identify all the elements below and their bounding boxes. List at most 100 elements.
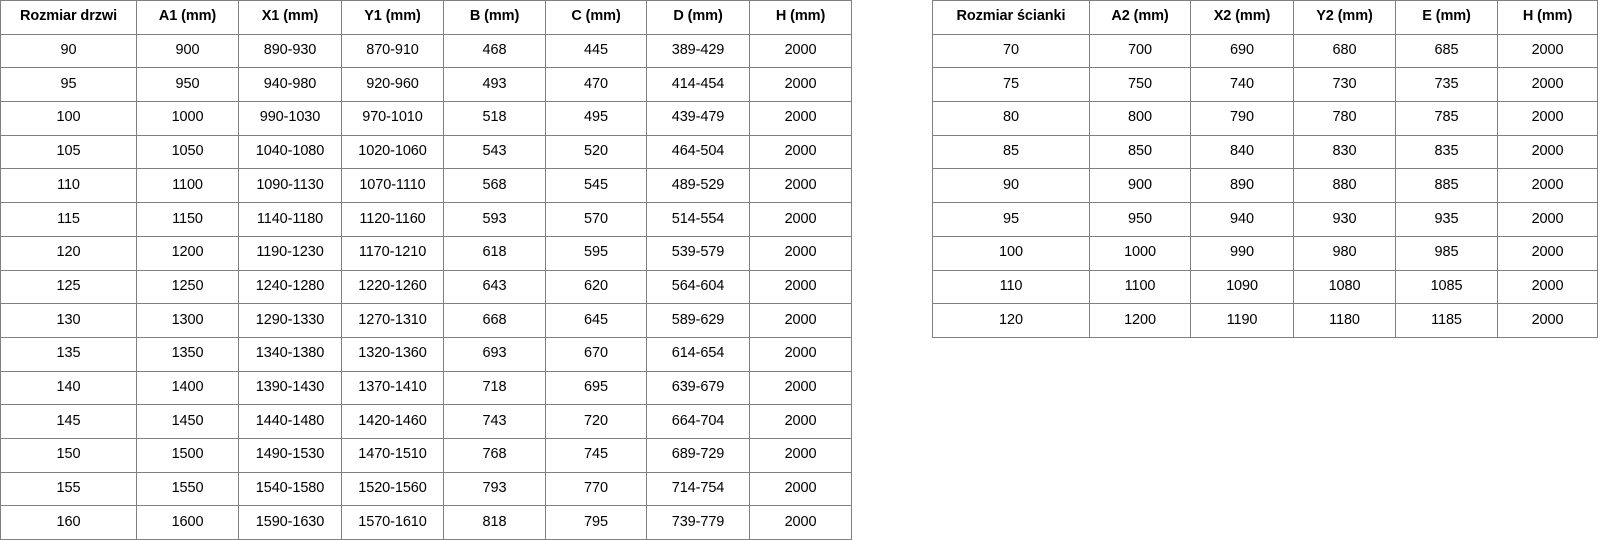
column-header-4: E (mm): [1395, 0, 1498, 35]
table-cell: 745: [545, 437, 647, 473]
wall-table-body: 70 700 690 680 685 2000 75 750 740 730 735 2000 80 80…: [932, 33, 1598, 338]
table-row: 70 700 690 680 685 2000: [932, 33, 1598, 69]
table-cell: 1000: [1089, 235, 1191, 271]
table-cell: 80: [932, 101, 1090, 136]
table-row: 90 900 890 880 885 2000: [932, 168, 1598, 204]
table-cell: 714-754: [646, 471, 750, 507]
table-cell: 620: [545, 269, 647, 305]
table-cell: 1200: [1089, 303, 1191, 338]
column-header-5: H (mm): [1497, 0, 1598, 35]
table-cell: 1590-1630: [238, 505, 342, 540]
table-cell: 564-604: [646, 269, 750, 305]
table-cell: 2000: [1497, 202, 1598, 237]
table-cell: 880: [1293, 168, 1396, 204]
table-row: 160 1600 1590-1630 1570-1610 818 795 739-779 20…: [0, 505, 852, 540]
column-header-7: H (mm): [749, 0, 852, 35]
table-cell: 120: [0, 235, 137, 271]
column-header-2: X1 (mm): [238, 0, 342, 35]
table-cell: 1250: [136, 269, 239, 305]
table-cell: 1070-1110: [341, 168, 444, 204]
table-cell: 570: [545, 202, 647, 237]
table-cell: 2000: [1497, 303, 1598, 338]
table-cell: 2000: [749, 303, 852, 338]
door-table-body: 90 900 890-930 870-910 468 445 389-429 2000 95 95…: [0, 33, 852, 540]
table-cell: 1390-1430: [238, 370, 342, 406]
table-row: 75 750 740 730 735 2000: [932, 67, 1598, 103]
table-cell: 140: [0, 370, 137, 406]
table-row: 110 1100 1090 1080 1085 2000: [932, 269, 1598, 305]
table-cell: 990-1030: [238, 101, 342, 136]
table-cell: 768: [443, 437, 546, 473]
table-cell: 1100: [1089, 269, 1191, 305]
table-cell: 518: [443, 101, 546, 136]
column-header-3: Y2 (mm): [1293, 0, 1396, 35]
table-cell: 970-1010: [341, 101, 444, 136]
table-cell: 1290-1330: [238, 303, 342, 338]
table-cell: 1450: [136, 404, 239, 439]
table-cell: 818: [443, 505, 546, 540]
table-cell: 1270-1310: [341, 303, 444, 338]
table-cell: 95: [932, 202, 1090, 237]
table-cell: 543: [443, 134, 546, 170]
table-cell: 990: [1190, 235, 1294, 271]
table-cell: 2000: [749, 134, 852, 170]
table-cell: 100: [932, 235, 1090, 271]
table-cell: 1370-1410: [341, 370, 444, 406]
column-header-6: D (mm): [646, 0, 750, 35]
table-cell: 2000: [749, 33, 852, 69]
table-cell: 1490-1530: [238, 437, 342, 473]
table-row: 125 1250 1240-1280 1220-1260 643 620 564-604 20…: [0, 269, 852, 305]
table-row: 145 1450 1440-1480 1420-1460 743 720 664-704 20…: [0, 404, 852, 439]
column-header-2: X2 (mm): [1190, 0, 1294, 35]
table-cell: 985: [1395, 235, 1498, 271]
table-cell: 1120-1160: [341, 202, 444, 237]
table-cell: 790: [1190, 101, 1294, 136]
table-cell: 2000: [749, 437, 852, 473]
table-cell: 1520-1560: [341, 471, 444, 507]
table-cell: 2000: [749, 505, 852, 540]
table-cell: 1340-1380: [238, 336, 342, 372]
table-cell: 1470-1510: [341, 437, 444, 473]
table-cell: 690: [1190, 33, 1294, 69]
table-cell: 115: [0, 202, 137, 237]
table-cell: 2000: [1497, 33, 1598, 69]
table-row: 100 1000 990-1030 970-1010 518 495 439-479 2000: [0, 101, 852, 136]
table-cell: 1040-1080: [238, 134, 342, 170]
table-cell: 1300: [136, 303, 239, 338]
table-cell: 1100: [136, 168, 239, 204]
table-cell: 539-579: [646, 235, 750, 271]
table-cell: 890: [1190, 168, 1294, 204]
table-cell: 2000: [749, 67, 852, 103]
table-cell: 689-729: [646, 437, 750, 473]
table-cell: 589-629: [646, 303, 750, 338]
table-cell: 85: [932, 134, 1090, 170]
table-cell: 920-960: [341, 67, 444, 103]
table-cell: 120: [932, 303, 1090, 338]
table-cell: 75: [932, 67, 1090, 103]
column-header-5: C (mm): [545, 0, 647, 35]
table-cell: 1320-1360: [341, 336, 444, 372]
table-cell: 90: [0, 33, 137, 69]
table-cell: 780: [1293, 101, 1396, 136]
table-cell: 739-779: [646, 505, 750, 540]
table-cell: 1220-1260: [341, 269, 444, 305]
table-header-row: Rozmiar ścianki A2 (mm) X2 (mm) Y2 (mm) E (m…: [932, 0, 1598, 35]
table-cell: 439-479: [646, 101, 750, 136]
table-cell: 1190: [1190, 303, 1294, 338]
table-cell: 643: [443, 269, 546, 305]
table-cell: 568: [443, 168, 546, 204]
table-cell: 1540-1580: [238, 471, 342, 507]
column-header-1: A2 (mm): [1089, 0, 1191, 35]
table-cell: 670: [545, 336, 647, 372]
table-cell: 2000: [1497, 168, 1598, 204]
table-cell: 680: [1293, 33, 1396, 69]
table-cell: 2000: [1497, 101, 1598, 136]
wall-table-header: Rozmiar ścianki A2 (mm) X2 (mm) Y2 (mm) E (m…: [932, 0, 1598, 35]
table-cell: 389-429: [646, 33, 750, 69]
table-cell: 890-930: [238, 33, 342, 69]
table-cell: 1200: [136, 235, 239, 271]
table-cell: 514-554: [646, 202, 750, 237]
table-cell: 593: [443, 202, 546, 237]
wall-size-table-container: Rozmiar ścianki A2 (mm) X2 (mm) Y2 (mm) E (m…: [932, 0, 1598, 338]
table-cell: 110: [932, 269, 1090, 305]
